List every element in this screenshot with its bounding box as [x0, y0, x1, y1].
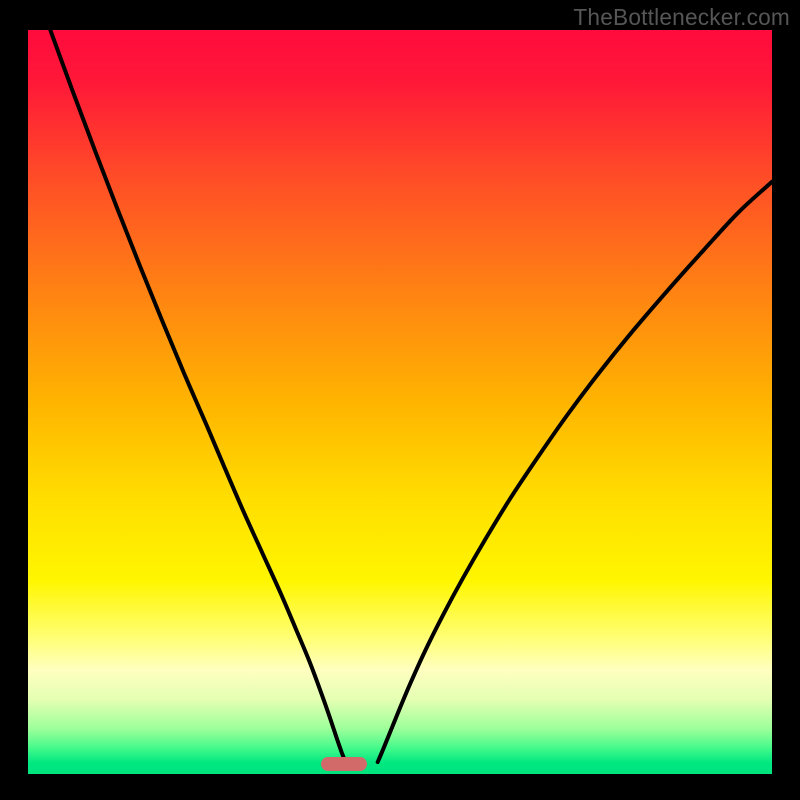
right-curve — [378, 182, 772, 762]
plot-area — [28, 30, 772, 774]
left-curve — [50, 30, 345, 762]
watermark-text: TheBottlenecker.com — [573, 4, 790, 31]
bottleneck-marker — [321, 757, 367, 771]
curves-layer — [28, 30, 772, 774]
